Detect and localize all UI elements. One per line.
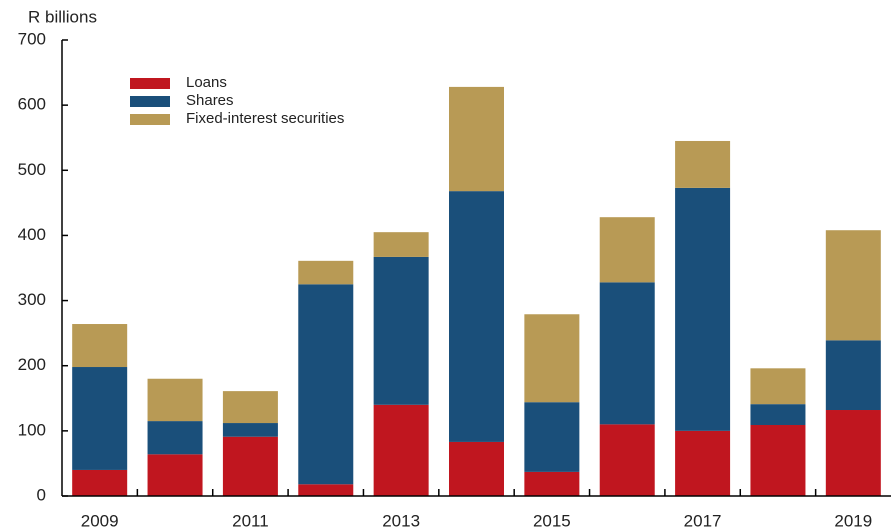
bar-segment — [298, 260, 354, 285]
bar-segment — [675, 430, 731, 496]
y-tick-label: 400 — [18, 225, 46, 244]
bar-segment — [449, 191, 504, 442]
bar-segment — [825, 340, 881, 411]
bar-segment — [72, 469, 128, 496]
x-tick-label: 2017 — [684, 511, 722, 530]
x-tick-label: 2011 — [232, 511, 269, 530]
bar-segment — [298, 284, 354, 485]
legend-swatch — [130, 114, 170, 125]
bar-segment — [72, 324, 128, 368]
bar-segment — [373, 256, 429, 405]
y-tick-label: 200 — [18, 355, 46, 374]
bar-segment — [147, 454, 203, 496]
bar-segment — [750, 404, 806, 425]
bar-segment — [449, 441, 504, 496]
legend-label: Shares — [186, 92, 234, 109]
x-tick-label: 2015 — [533, 511, 571, 530]
bar-segment — [298, 484, 354, 496]
x-tick-label: 2013 — [382, 511, 420, 530]
y-tick-label: 100 — [18, 420, 46, 439]
bar-segment — [750, 424, 806, 496]
bar-segment — [449, 86, 504, 192]
bar-segment — [373, 404, 429, 496]
bar-segment — [524, 314, 580, 403]
bar-segment — [675, 140, 731, 188]
bar-segment — [675, 187, 731, 431]
bar-segment — [750, 368, 806, 405]
bar-segment — [599, 424, 655, 496]
bar-segment — [222, 423, 278, 437]
bar-segment — [147, 378, 203, 422]
y-tick-label: 700 — [18, 29, 46, 48]
legend-swatch — [130, 78, 170, 89]
legend-swatch — [130, 96, 170, 107]
bar-segment — [524, 471, 580, 496]
bar-segment — [524, 402, 580, 472]
bar-segment — [222, 391, 278, 424]
bar-segment — [825, 410, 881, 496]
bar-segment — [825, 230, 881, 341]
y-tick-label: 500 — [18, 160, 46, 179]
bar-segment — [599, 282, 655, 425]
legend-label: Loans — [186, 74, 227, 91]
x-tick-label: 2019 — [834, 511, 872, 530]
bar-segment — [72, 367, 128, 470]
y-tick-label: 600 — [18, 95, 46, 114]
y-tick-label: 300 — [18, 290, 46, 309]
bar-segment — [147, 421, 203, 455]
bar-segment — [373, 232, 429, 257]
y-axis-label: R billions — [28, 7, 97, 26]
x-tick-label: 2009 — [81, 511, 119, 530]
bar-segment — [599, 217, 655, 283]
bar-segment — [222, 436, 278, 496]
y-tick-label: 0 — [37, 485, 46, 504]
legend-label: Fixed-interest securities — [186, 110, 344, 127]
